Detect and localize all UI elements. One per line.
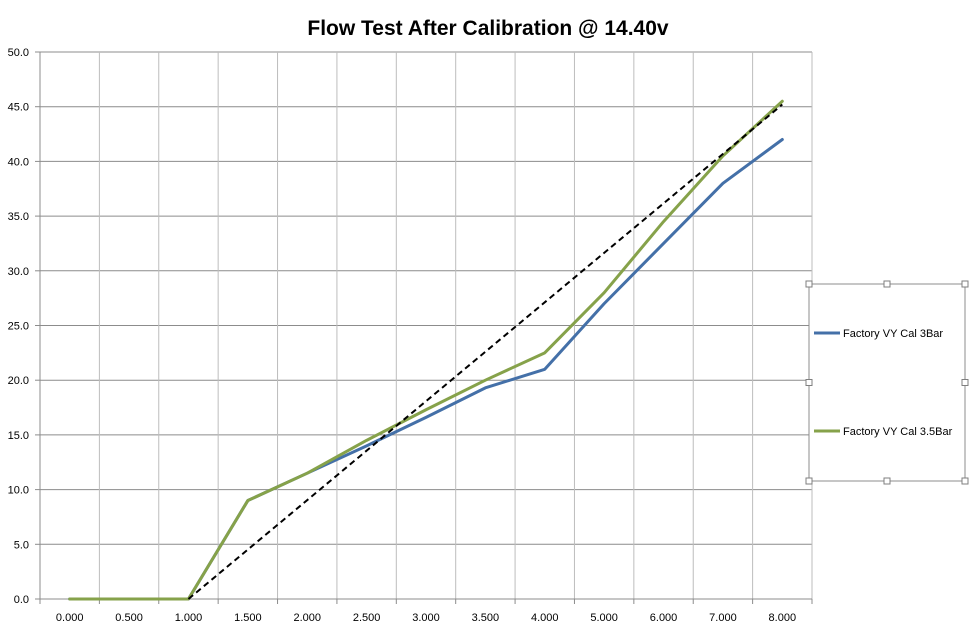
y-tick-label: 15.0 bbox=[8, 430, 29, 442]
x-tick-label: 3.000 bbox=[412, 612, 440, 624]
x-tick-label: 4.000 bbox=[531, 612, 559, 624]
x-tick-label: 6.000 bbox=[650, 612, 678, 624]
series-line-2 bbox=[68, 99, 784, 601]
legend-resize-handle[interactable] bbox=[805, 280, 813, 288]
x-tick-label: 0.000 bbox=[56, 612, 84, 624]
legend-resize-handle[interactable] bbox=[961, 379, 969, 386]
legend-resize-handle[interactable] bbox=[883, 477, 891, 485]
trendline bbox=[187, 103, 783, 600]
legend-resize-handle[interactable] bbox=[961, 477, 969, 485]
gridlines bbox=[40, 51, 813, 599]
x-tick-label: 3.500 bbox=[472, 612, 500, 624]
x-axis-ticks: 0.000 0.500 1.000 1.500 2.000 2.500 3.000 3.500… bbox=[39, 599, 813, 624]
y-tick-label: 30.0 bbox=[8, 266, 29, 278]
x-tick-label: 1.000 bbox=[175, 612, 203, 624]
y-tick-label: 45.0 bbox=[8, 102, 29, 114]
x-tick-label: 7.000 bbox=[709, 612, 737, 624]
x-tick-label: 1.500 bbox=[234, 612, 262, 624]
x-tick-label: 2.500 bbox=[353, 612, 381, 624]
legend-resize-handle[interactable] bbox=[805, 379, 813, 386]
legend[interactable]: Factory VY Cal 3Bar Factory VY Cal 3.5Bar bbox=[805, 280, 969, 485]
y-tick-label: 50.0 bbox=[8, 47, 29, 59]
y-tick-label: 40.0 bbox=[8, 156, 29, 168]
legend-resize-handle[interactable] bbox=[883, 280, 891, 288]
legend-resize-handle[interactable] bbox=[805, 477, 813, 485]
y-tick-label: 10.0 bbox=[8, 485, 29, 497]
y-tick-label: 35.0 bbox=[8, 211, 29, 223]
y-tick-label: 20.0 bbox=[8, 375, 29, 387]
x-tick-label: 2.000 bbox=[293, 612, 321, 624]
x-tick-label: 5.000 bbox=[590, 612, 618, 624]
y-axis-ticks: 0.0 5.0 10.0 15.0 20.0 25.0 30.0 35.0 40.0 45.0 50… bbox=[8, 47, 40, 606]
y-tick-label: 25.0 bbox=[8, 321, 29, 333]
series-lines bbox=[68, 99, 784, 601]
chart-title: Flow Test After Calibration @ 14.40v bbox=[307, 17, 669, 40]
y-tick-label: 5.0 bbox=[14, 539, 29, 551]
legend-box[interactable] bbox=[808, 283, 966, 482]
x-tick-label: 0.500 bbox=[115, 612, 143, 624]
legend-resize-handle[interactable] bbox=[961, 280, 969, 288]
y-tick-label: 0.0 bbox=[14, 594, 29, 606]
trendline-dashed bbox=[187, 103, 783, 600]
legend-label: Factory VY Cal 3Bar bbox=[843, 328, 943, 340]
legend-label: Factory VY Cal 3.5Bar bbox=[843, 426, 953, 438]
x-tick-label: 8.000 bbox=[769, 612, 797, 624]
